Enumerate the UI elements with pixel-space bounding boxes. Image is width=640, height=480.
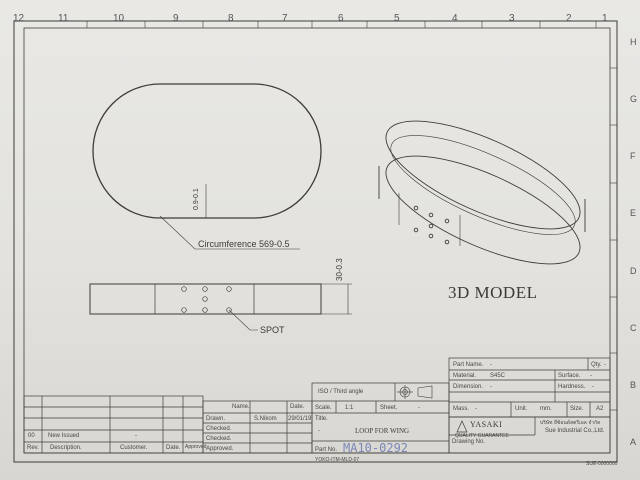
revision-header-approved: Approved.	[185, 444, 208, 450]
title-dash: -	[318, 428, 320, 434]
revision-header-description: Description.	[50, 445, 82, 451]
revision-header-rev: Rev.	[27, 445, 39, 451]
thickness-dimension: 0.9-0.1	[193, 188, 200, 210]
drawing-no-label: Drawing No.	[452, 439, 486, 445]
part-no-value: MA10-0292	[343, 441, 409, 455]
size-label: Size.	[570, 406, 584, 412]
zone-ticks	[86, 21, 617, 411]
sheet-value: -	[418, 405, 420, 411]
title-label: Title.	[315, 416, 328, 422]
mass-value: -	[475, 406, 477, 412]
date-header: Date.	[290, 404, 305, 410]
name-header: Name.	[232, 404, 250, 410]
unit-value: mm.	[540, 406, 552, 412]
zone-column: 5	[394, 13, 400, 24]
zone-column: 1	[602, 13, 608, 24]
part-name-label: Part Name.	[453, 362, 484, 368]
revision-row-rev: 00	[28, 433, 35, 439]
revision-header-date: Date.	[166, 445, 181, 451]
material-label: Material.	[453, 373, 477, 379]
part-name-value: -	[490, 362, 492, 368]
spot-label: SPOT	[260, 325, 285, 335]
company-english-name: Sue Industrial Co.,Ltd.	[545, 428, 605, 434]
dimension-label: Dimension.	[453, 384, 484, 390]
side-view-outline	[89, 283, 322, 315]
inner-border	[23, 27, 611, 454]
checked-label: Checked.	[206, 436, 232, 442]
zone-row: D	[630, 266, 637, 276]
zone-column: 11	[58, 13, 69, 24]
checked-label: Checked.	[206, 426, 232, 432]
qty-label: Qty.	[591, 362, 602, 368]
material-value: S45C	[490, 373, 506, 379]
doc-code: SUE-0000000	[586, 461, 618, 467]
unit-label: Unit.	[515, 406, 528, 412]
zone-column: 9	[173, 13, 179, 24]
zone-row: G	[630, 94, 638, 104]
scale-label: Scale.	[315, 405, 332, 411]
zone-column: 4	[452, 13, 458, 24]
company-tagline: QUALITY GUARANTEE	[455, 433, 509, 439]
surface-value: -	[590, 373, 592, 379]
top-view-outline	[92, 83, 322, 219]
circumference-leader	[159, 215, 300, 250]
yasaki-logo-icon	[456, 420, 468, 433]
mass-label: Mass.	[453, 406, 470, 412]
zone-row: A	[630, 437, 637, 447]
hardness-label: Hardness.	[558, 384, 586, 390]
title-block-grid	[23, 357, 611, 454]
qty-value: -	[604, 362, 606, 368]
drawn-date: 29/01/19	[288, 416, 312, 422]
zone-column: 7	[282, 13, 288, 24]
zone-column: 10	[113, 13, 125, 24]
drawn-name: S.Nikom	[254, 416, 277, 422]
zone-row: E	[630, 208, 637, 218]
revision-header-customer: Customer.	[120, 445, 148, 451]
zone-column: 6	[338, 13, 344, 24]
zone-column: 3	[509, 13, 515, 24]
part-no-label: Part No.	[315, 447, 338, 453]
zone-row: C	[630, 323, 637, 333]
drawn-label: Drawn.	[206, 416, 226, 422]
hardness-value: -	[592, 384, 594, 390]
company-thai-name: บริษัท ยี่ซ้อนด์สตรีเอล จำกัด	[540, 420, 601, 426]
revision-row-customer: -	[135, 433, 137, 439]
scale-value: 1:1	[345, 405, 354, 411]
iso-model	[378, 120, 586, 265]
company-logo-text: YASAKI	[470, 420, 503, 429]
revision-row-description: New Issued	[48, 433, 80, 439]
zone-row: B	[630, 380, 637, 390]
size-value: A2	[596, 406, 604, 412]
dimension-value: -	[490, 384, 492, 390]
zone-column: 2	[566, 13, 572, 24]
zone-column: 8	[228, 13, 234, 24]
sheet-label: Sheet.	[380, 405, 398, 411]
outer-border	[13, 20, 618, 463]
form-code: YOKO-ITM-MLD-07	[315, 457, 360, 463]
zone-row: H	[630, 37, 637, 47]
zone-row: F	[630, 151, 636, 161]
projection-label: ISO / Third angle	[318, 389, 364, 395]
height-dimension: 30-0.3	[335, 258, 344, 281]
spot-holes	[181, 286, 232, 313]
model-label: 3D MODEL	[448, 283, 538, 302]
spot-leader	[228, 309, 258, 331]
zone-column: 12	[13, 13, 25, 24]
circumference-dimension: Circumference 569-0.5	[198, 239, 290, 249]
third-angle-projection-icon	[397, 385, 433, 399]
title-value: LOOP FOR WING	[355, 427, 410, 435]
surface-label: Surface.	[558, 373, 581, 379]
approved-label: Approved.	[206, 446, 234, 452]
